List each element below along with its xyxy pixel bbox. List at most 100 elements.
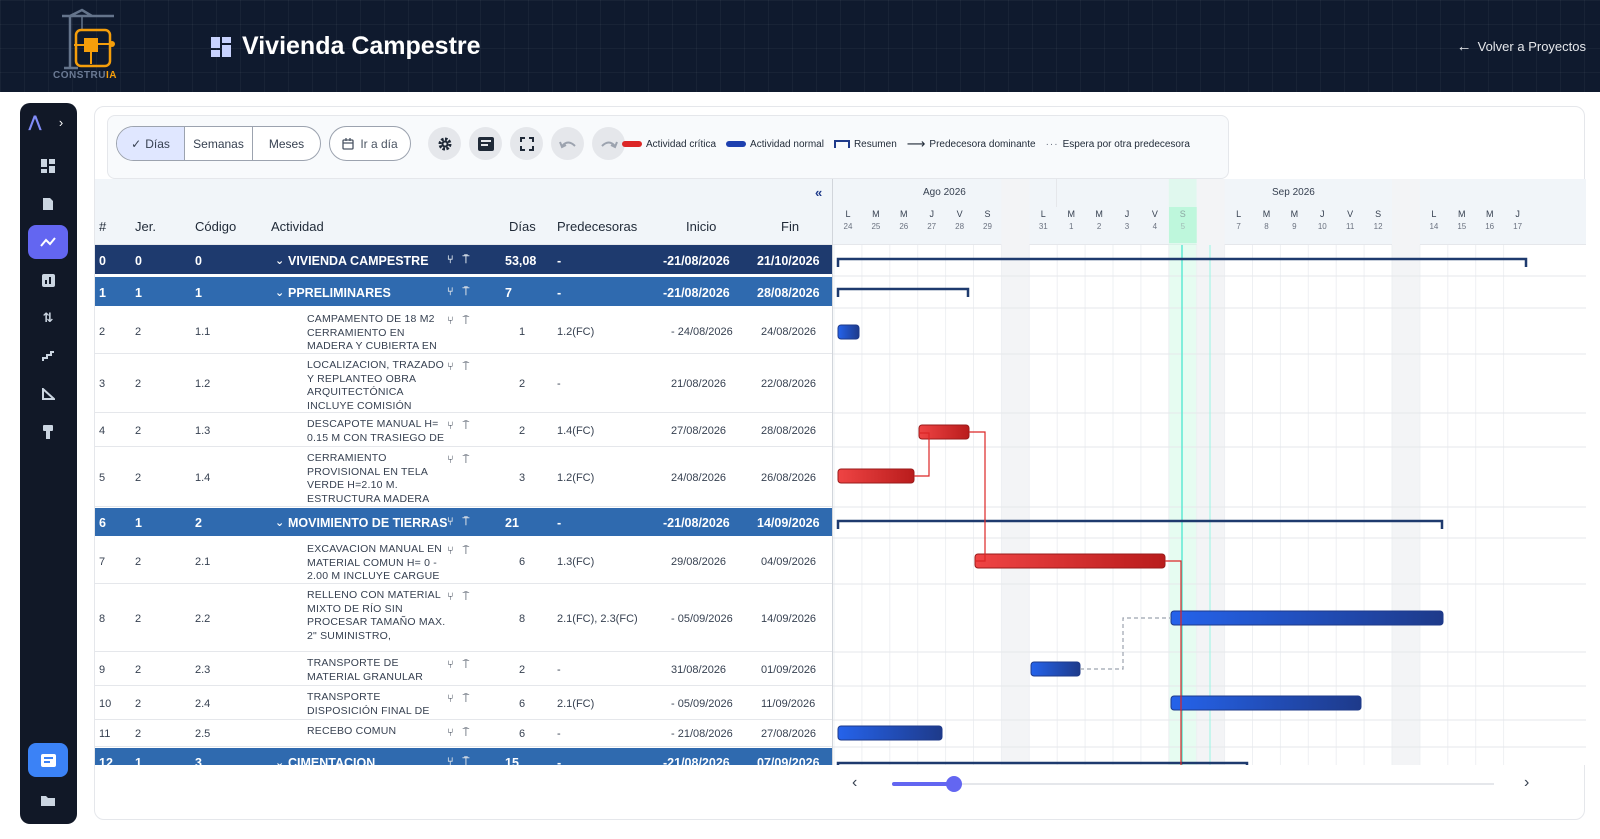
view-weeks-button[interactable]: Semanas bbox=[185, 127, 253, 160]
table-row[interactable]: 12 1 3 ⌄ CIMENTACION ⑂ ⍑ 15 - -21/08/2026 07/09/… bbox=[95, 748, 832, 765]
split-icon[interactable]: ⑂ bbox=[447, 454, 454, 466]
table-row[interactable]: 10 2 2.4 TRANSPORTE DISPOSICIÓN FINAL DE ES… bbox=[95, 687, 832, 720]
scroll-left-button[interactable]: ‹ bbox=[852, 774, 858, 791]
table-row[interactable]: 1 1 1 ⌄ PPRELIMINARES ⑂ ⍑ 7 - -21/08/2026 28/08/… bbox=[95, 277, 832, 308]
day-number: 15 bbox=[1457, 222, 1467, 231]
split-icon[interactable]: ⑂ bbox=[447, 361, 454, 373]
export-pdf-button[interactable] bbox=[469, 127, 502, 160]
sidebar-report-icon[interactable] bbox=[28, 263, 68, 297]
row-days: 6 bbox=[519, 728, 526, 740]
row-hierarchy: 2 bbox=[135, 663, 142, 676]
chevron-down-icon[interactable]: ⌄ bbox=[275, 757, 285, 765]
split-icon[interactable]: ⑂ bbox=[447, 545, 454, 557]
chevron-down-icon[interactable]: ⌄ bbox=[275, 254, 285, 267]
split-icon[interactable]: ⑂ bbox=[447, 727, 454, 739]
split-icon[interactable]: ⑂ bbox=[447, 659, 454, 671]
pdf-icon bbox=[477, 136, 494, 151]
day-column-label: M 15 bbox=[1448, 209, 1476, 231]
paint-roller-icon[interactable]: ⍑ bbox=[462, 545, 470, 557]
table-row[interactable]: 6 1 2 ⌄ MOVIMIENTO DE TIERRAS ⑂ ⍑ 21 - -21/08/2… bbox=[95, 508, 832, 538]
table-row[interactable]: 7 2 2.1 EXCAVACION MANUAL EN MATERIAL COMUN… bbox=[95, 539, 832, 584]
row-code: 2.4 bbox=[195, 697, 211, 710]
sidebar-folder-icon[interactable] bbox=[28, 783, 68, 817]
paint-roller-icon[interactable]: ⍑ bbox=[462, 420, 470, 432]
fullscreen-button[interactable] bbox=[510, 127, 543, 160]
split-icon[interactable]: ⑂ bbox=[447, 285, 454, 298]
view-days-button[interactable]: ✓ Días bbox=[117, 127, 185, 160]
table-header: # Jer. Código Actividad Días Predecesora… bbox=[95, 179, 832, 245]
settings-button[interactable] bbox=[428, 127, 461, 160]
split-icon[interactable]: ⑂ bbox=[447, 253, 454, 266]
scroll-handle[interactable] bbox=[946, 776, 962, 792]
sidebar-ruler-icon[interactable] bbox=[28, 377, 68, 411]
sidebar-gantt-icon[interactable] bbox=[28, 225, 68, 259]
sidebar-pdf-icon[interactable] bbox=[28, 743, 68, 777]
row-activity: CERRAMIENTO PROVISIONAL EN TELA VERDE H=… bbox=[307, 452, 430, 505]
row-number: 5 bbox=[99, 471, 106, 484]
row-code: 2.2 bbox=[195, 612, 211, 625]
scroll-track[interactable] bbox=[892, 783, 1494, 785]
split-icon[interactable]: ⑂ bbox=[447, 693, 454, 705]
go-to-day-button[interactable]: Ir a día bbox=[329, 126, 411, 161]
gantt-bars bbox=[833, 179, 1586, 765]
task-bar-2.2 bbox=[1170, 610, 1444, 626]
row-predecessors: - bbox=[557, 516, 562, 530]
expand-sidebar-icon[interactable]: › bbox=[58, 114, 64, 130]
chevron-down-icon[interactable]: ⌄ bbox=[275, 517, 285, 529]
row-activity: TRANSPORTE DISPOSICIÓN FINAL DE ESCOMBRO… bbox=[307, 691, 430, 717]
table-row[interactable]: 0 0 0 ⌄ VIVIENDA CAMPESTRE ⑂ ⍑ 53,08 - -21/08/2… bbox=[95, 245, 832, 276]
day-number: 4 bbox=[1152, 222, 1158, 231]
weekday-label: M bbox=[1262, 209, 1271, 219]
table-row[interactable]: 3 2 1.2 LOCALIZACION, TRAZADO Y REPLANTEO O… bbox=[95, 355, 832, 413]
row-predecessors: 2.1(FC), 2.3(FC) bbox=[557, 612, 638, 625]
sidebar-document-icon[interactable] bbox=[28, 187, 68, 221]
dominant-arrow-icon: ⟶ bbox=[906, 136, 926, 151]
paint-roller-icon[interactable]: ⍑ bbox=[462, 285, 470, 298]
redo-button[interactable] bbox=[592, 127, 625, 160]
app-logo-icon[interactable]: ⋀ bbox=[28, 114, 42, 131]
row-days: 6 bbox=[519, 697, 526, 710]
split-icon[interactable]: ⑂ bbox=[447, 516, 454, 528]
table-row[interactable]: 5 2 1.4 CERRAMIENTO PROVISIONAL EN TELA VER… bbox=[95, 448, 832, 507]
scroll-right-button[interactable]: › bbox=[1524, 774, 1530, 791]
paint-roller-icon[interactable]: ⍑ bbox=[462, 693, 470, 705]
paint-roller-icon[interactable]: ⍑ bbox=[462, 361, 470, 373]
table-row[interactable]: 11 2 2.5 RECEBO COMUN ⑂ ⍑ 6 - - 21/08/2026 27/0… bbox=[95, 721, 832, 747]
split-icon[interactable]: ⑂ bbox=[447, 420, 454, 432]
row-end: 07/09/2026 bbox=[757, 756, 820, 765]
summary-bar-movimiento bbox=[836, 519, 1444, 529]
split-icon[interactable]: ⑂ bbox=[447, 315, 454, 327]
row-code: 2 bbox=[195, 516, 202, 530]
table-row[interactable]: 2 2 1.1 CAMPAMENTO DE 18 M2 CERRAMIENTO EN … bbox=[95, 309, 832, 354]
chevron-down-icon[interactable]: ⌄ bbox=[275, 286, 285, 299]
paint-roller-icon[interactable]: ⍑ bbox=[462, 315, 470, 327]
table-row[interactable]: 4 2 1.3 DESCAPOTE MANUAL H= 0.15 M CON TRAS… bbox=[95, 414, 832, 447]
table-row[interactable]: 9 2 2.3 TRANSPORTE DE MATERIAL GRANULAR ⑂ ⍑… bbox=[95, 653, 832, 686]
day-number: 28 bbox=[955, 222, 965, 231]
sidebar-stairs-icon[interactable] bbox=[28, 339, 68, 373]
paint-roller-icon[interactable]: ⍑ bbox=[462, 756, 470, 765]
paint-roller-icon[interactable]: ⍑ bbox=[462, 591, 470, 603]
row-code: 1 bbox=[195, 285, 202, 300]
sidebar-hammer-icon[interactable] bbox=[28, 415, 68, 449]
row-hierarchy: 2 bbox=[135, 424, 142, 437]
split-icon[interactable]: ⑂ bbox=[447, 756, 454, 765]
paint-roller-icon[interactable]: ⍑ bbox=[462, 516, 470, 528]
row-end: 14/09/2026 bbox=[757, 516, 820, 530]
paint-roller-icon[interactable]: ⍑ bbox=[462, 253, 470, 266]
collapse-table-button[interactable]: « bbox=[815, 185, 823, 200]
row-predecessors: - bbox=[557, 253, 562, 268]
paint-roller-icon[interactable]: ⍑ bbox=[462, 454, 470, 466]
sidebar-transfer-icon[interactable]: ⇅ bbox=[42, 310, 54, 325]
back-to-projects-link[interactable]: ← Volver a Proyectos bbox=[1456, 38, 1586, 55]
table-row[interactable]: 8 2 2.2 RELLENO CON MATERIAL MIXTO DE RÍO S… bbox=[95, 585, 832, 652]
row-predecessors: 1.2(FC) bbox=[557, 471, 595, 484]
sidebar-dashboard-icon[interactable] bbox=[28, 149, 68, 183]
paint-roller-icon[interactable]: ⍑ bbox=[462, 659, 470, 671]
view-months-button[interactable]: Meses bbox=[268, 136, 305, 151]
paint-roller-icon[interactable]: ⍑ bbox=[462, 727, 470, 739]
split-icon[interactable]: ⑂ bbox=[447, 591, 454, 603]
undo-button[interactable] bbox=[551, 127, 584, 160]
